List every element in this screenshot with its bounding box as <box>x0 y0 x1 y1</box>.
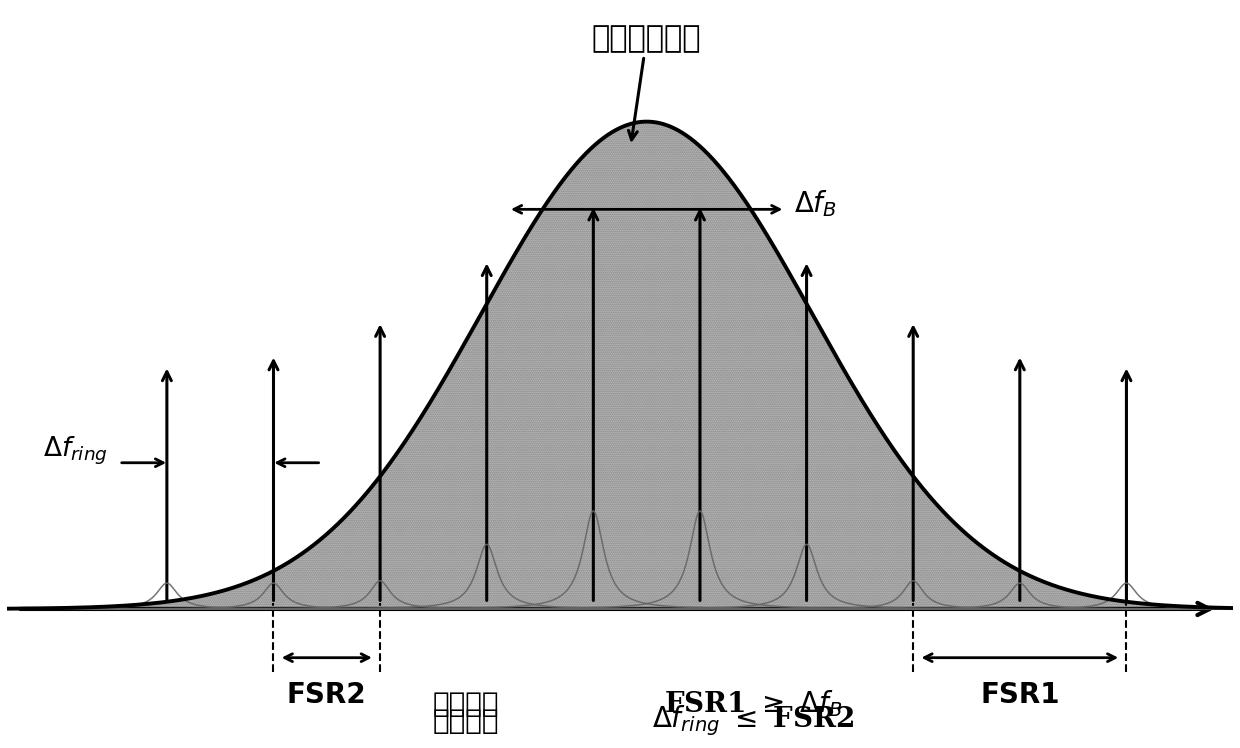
Text: 单频激光: 单频激光 <box>433 690 498 717</box>
Text: $\Delta f_B$: $\Delta f_B$ <box>794 188 837 219</box>
Text: FSR2: FSR2 <box>286 681 367 708</box>
Text: 输出条件: 输出条件 <box>433 707 498 735</box>
Text: $\Delta f_{ring}$: $\Delta f_{ring}$ <box>43 435 108 468</box>
Text: FSR1 $\geq$ $\Delta f_B$: FSR1 $\geq$ $\Delta f_B$ <box>665 688 842 719</box>
Text: 布里渊增益谱: 布里渊增益谱 <box>591 24 702 140</box>
Text: FSR1: FSR1 <box>980 681 1059 708</box>
Text: $\Delta f_{ring}$ $\leq$ FSR2: $\Delta f_{ring}$ $\leq$ FSR2 <box>652 703 854 738</box>
